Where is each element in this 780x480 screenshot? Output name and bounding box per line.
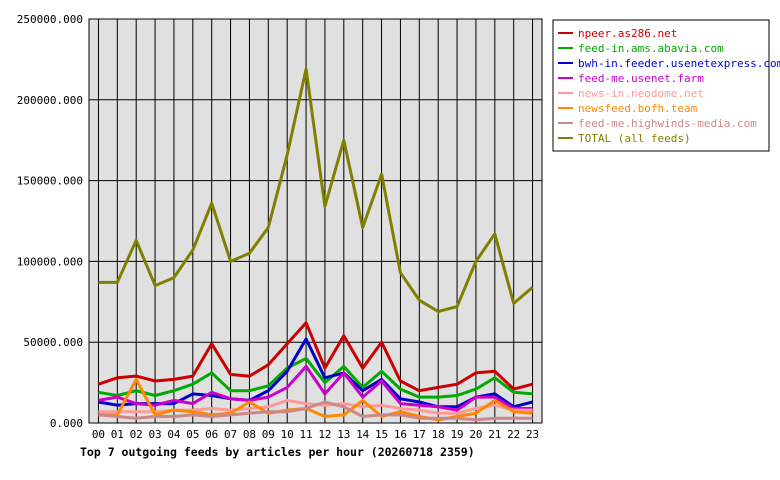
plot-area	[88, 18, 543, 424]
legend-label: bwh-in.feeder.usenetexpress.com	[578, 57, 780, 70]
x-tick-label: 08	[243, 428, 256, 441]
x-tick-label: 10	[281, 428, 294, 441]
legend-label: feed-in.ams.abavia.com	[578, 42, 724, 55]
chart-title: Top 7 outgoing feeds by articles per hou…	[80, 445, 475, 459]
x-tick-label: 12	[318, 428, 331, 441]
x-tick-label: 14	[356, 428, 370, 441]
y-axis-ticks: 0.000 50000.000 100000.000 150000.000 200000…	[17, 13, 83, 430]
x-tick-label: 05	[186, 428, 199, 441]
x-tick-label: 17	[413, 428, 426, 441]
x-tick-label: 13	[337, 428, 350, 441]
x-axis-ticks: 00 01 02 03 04 05 06 07 08 09 10 11 12 13 14 15 16 17 18 19…	[92, 428, 539, 441]
legend: npeer.as286.net feed-in.ams.abavia.com bwh…	[552, 19, 780, 152]
y-tick-label: 0.000	[50, 417, 83, 430]
x-tick-label: 15	[375, 428, 388, 441]
y-tick-label: 150000.000	[17, 175, 83, 188]
x-tick-label: 20	[469, 428, 482, 441]
x-tick-label: 02	[130, 428, 143, 441]
x-tick-label: 11	[299, 428, 312, 441]
legend-label: feed-me.highwinds-media.com	[578, 117, 757, 130]
x-tick-label: 23	[526, 428, 539, 441]
x-tick-label: 03	[148, 428, 161, 441]
series-line-5	[98, 377, 533, 422]
x-tick-label: 16	[394, 428, 407, 441]
legend-label: news-in.neodome.net	[578, 87, 704, 100]
legend-label: newsfeed.bofh.team	[578, 102, 698, 115]
x-tick-label: 19	[450, 428, 463, 441]
legend-label: npeer.as286.net	[578, 27, 677, 40]
legend-box	[552, 19, 770, 152]
y-tick-label: 200000.000	[17, 94, 83, 107]
legend-label: TOTAL (all feeds)	[578, 132, 691, 145]
series-lines	[97, 67, 534, 422]
grid	[89, 18, 542, 424]
series-line-1	[98, 356, 533, 399]
y-tick-label: 50000.000	[23, 336, 83, 349]
x-tick-label: 18	[432, 428, 445, 441]
series-line-2	[98, 337, 533, 409]
x-tick-label: 01	[111, 428, 124, 441]
x-tick-label: 04	[167, 428, 181, 441]
series-line-0	[97, 321, 533, 393]
x-tick-label: 21	[488, 428, 501, 441]
x-tick-label: 07	[224, 428, 237, 441]
x-tick-label: 09	[262, 428, 275, 441]
legend-label: feed-me.usenet.farm	[578, 72, 704, 85]
series-line-7	[98, 67, 534, 313]
series-line-3	[98, 364, 533, 412]
y-tick-label: 100000.000	[17, 255, 83, 268]
x-tick-label: 22	[507, 428, 520, 441]
x-tick-label: 06	[205, 428, 218, 441]
y-tick-label: 250000.000	[17, 13, 83, 26]
series-line-6	[98, 400, 533, 422]
x-tick-label: 00	[92, 428, 105, 441]
